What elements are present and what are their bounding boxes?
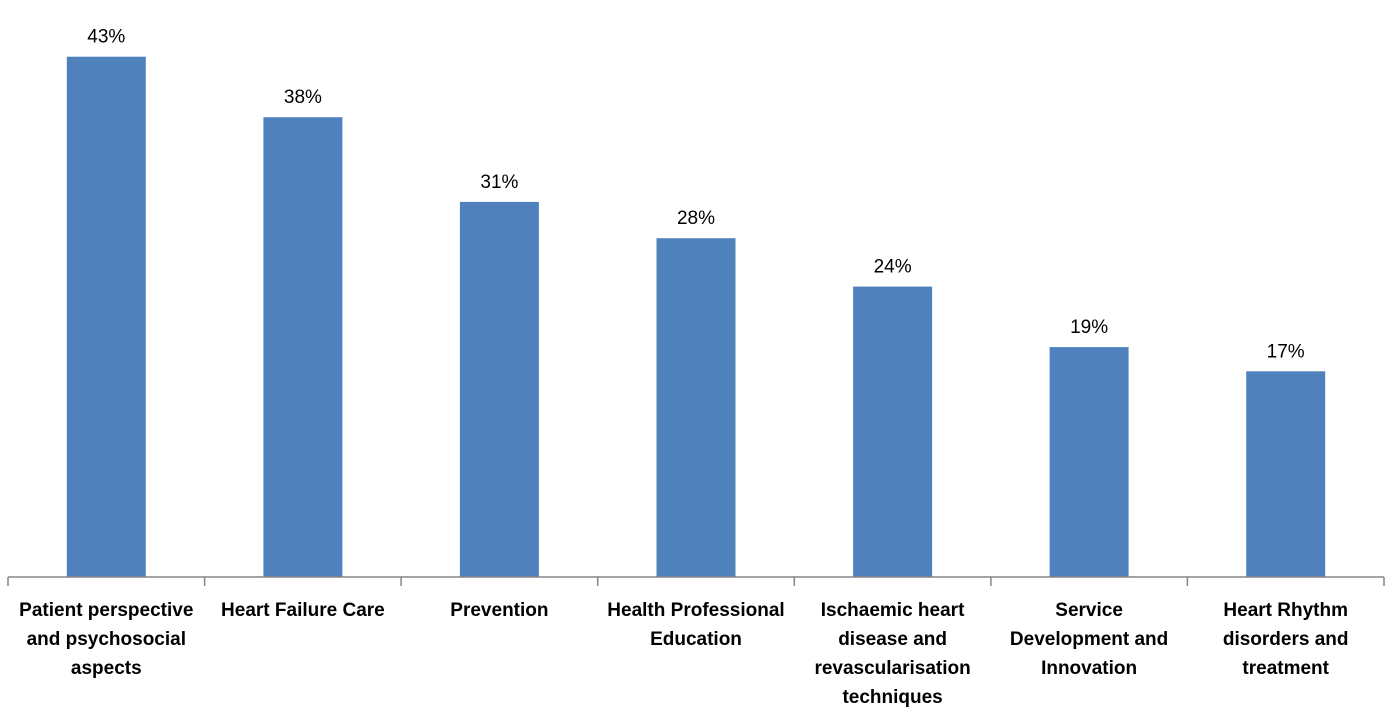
- category-label-3: Prevention: [450, 600, 548, 621]
- category-label-6: Service Development and Innovation: [1010, 600, 1168, 679]
- category-label-line: Patient perspective: [19, 600, 193, 621]
- bar-5: [853, 286, 933, 577]
- category-label-2: Heart Failure Care: [221, 600, 385, 621]
- value-labels-group: 43% 38% 31% 28% 24% 19% 17%: [87, 27, 1305, 363]
- value-label-2: 38%: [284, 87, 322, 108]
- category-label-line: Heart Failure Care: [221, 600, 385, 621]
- category-label-5: Ischaemic heart disease and revascularisat…: [814, 600, 970, 708]
- category-label-7: Heart Rhythm disorders and treatment: [1223, 600, 1349, 679]
- category-label-line: disorders and: [1223, 629, 1349, 650]
- category-label-line: Ischaemic heart: [821, 600, 965, 621]
- category-label-line: disease and: [838, 629, 947, 650]
- category-label-line: treatment: [1242, 658, 1329, 679]
- value-label-7: 17%: [1267, 341, 1305, 362]
- category-label-1: Patient perspective and psychosocial aspec…: [19, 600, 193, 679]
- bar-3: [459, 201, 539, 577]
- x-axis: [7, 576, 1385, 586]
- category-label-line: Innovation: [1041, 658, 1137, 679]
- bar-7: [1246, 371, 1326, 577]
- category-label-line: Service: [1055, 600, 1123, 621]
- value-label-6: 19%: [1070, 317, 1108, 338]
- category-label-line: Education: [650, 629, 742, 650]
- category-label-line: Prevention: [450, 600, 548, 621]
- bars-group: [66, 56, 1326, 577]
- category-label-line: revascularisation: [814, 658, 970, 679]
- category-label-line: Health Professional: [607, 600, 784, 621]
- bar-6: [1049, 347, 1129, 577]
- category-label-line: aspects: [71, 658, 142, 679]
- bar-4: [656, 238, 736, 577]
- value-label-3: 31%: [480, 172, 518, 193]
- bar-1: [66, 56, 146, 577]
- category-labels-group: Patient perspective and psychosocial aspec…: [19, 600, 1348, 708]
- value-label-1: 43%: [87, 27, 125, 48]
- value-label-4: 28%: [677, 208, 715, 229]
- category-label-line: techniques: [842, 687, 942, 708]
- category-label-4: Health Professional Education: [607, 600, 784, 650]
- category-label-line: Heart Rhythm: [1223, 600, 1348, 621]
- value-label-5: 24%: [874, 257, 912, 278]
- category-label-line: Development and: [1010, 629, 1168, 650]
- bar-2: [263, 117, 343, 577]
- category-label-line: and psychosocial: [27, 629, 186, 650]
